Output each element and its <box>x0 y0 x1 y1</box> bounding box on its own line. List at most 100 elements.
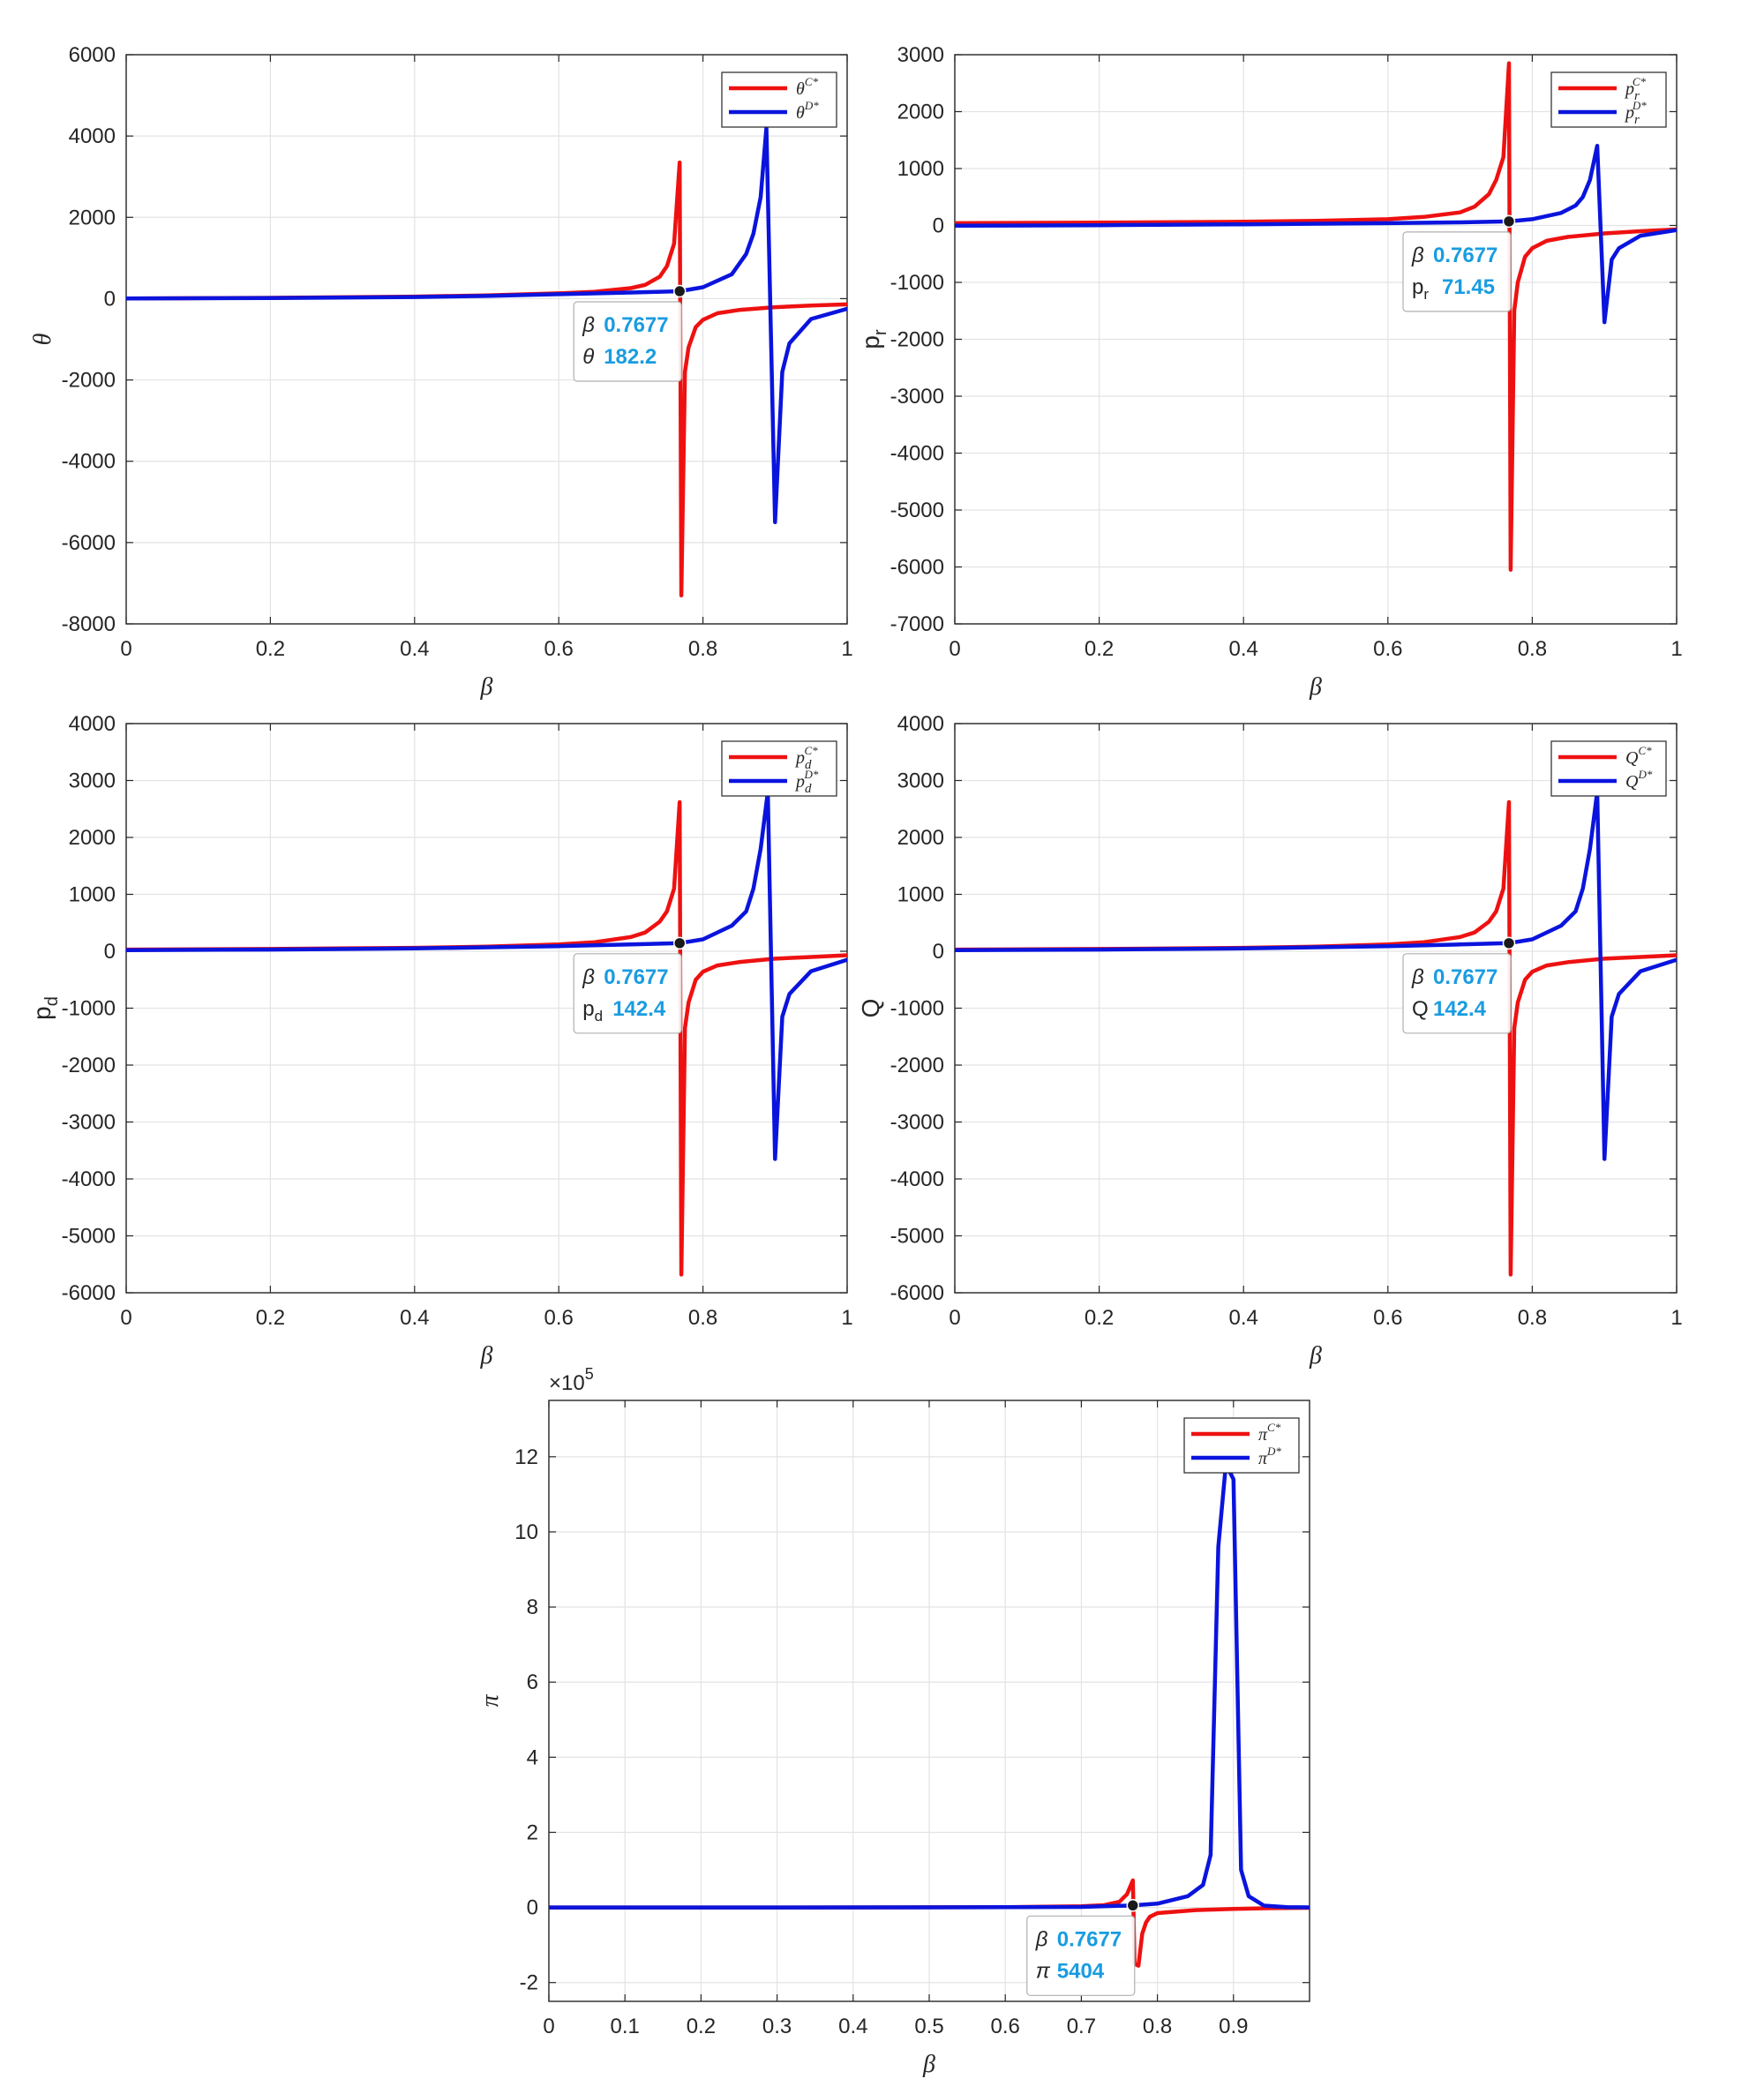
series-line-D <box>955 143 1677 325</box>
datatip-y-value: 71.45 <box>1442 275 1495 299</box>
axes-frame <box>125 54 848 625</box>
y-tick-label: -4000 <box>890 442 944 466</box>
axes-frame <box>954 54 1678 625</box>
chart-3: 0 0.2 0.4 0.6 0.8 1 -6000 -5000 -4000 -3000 -2000 -… <box>28 712 853 1370</box>
chart-5: 0 0.1 0.2 0.3 0.4 0.5 0.6 0.7 0.8 0.9-2024681012×… <box>477 1365 1310 2078</box>
y-tick-label: -2000 <box>890 328 944 352</box>
y-tick-label: -4000 <box>890 1167 944 1191</box>
y-tick-label: -2000 <box>890 1054 944 1077</box>
y-tick-label: 2000 <box>69 206 116 229</box>
datatip-y-label: π <box>1036 1959 1051 1983</box>
chart-1: 0 0.2 0.4 0.6 0.8 1 -8000 -6000 -4000 -2000 0 2000 4… <box>29 43 853 701</box>
y-tick-label: -3000 <box>890 1111 944 1135</box>
y-tick-label: -3000 <box>62 1111 116 1135</box>
y-tick-label: 0 <box>104 287 116 311</box>
y-tick-label: -2000 <box>62 369 116 393</box>
y-tick-label: -8000 <box>62 612 116 636</box>
x-tick-label: 0.8 <box>1143 2015 1172 2038</box>
y-axis-label: π <box>477 1694 504 1707</box>
y-tick-label: -7000 <box>890 612 944 636</box>
datatip-x-label: β <box>582 313 595 337</box>
x-tick-label: 0.4 <box>400 1306 429 1330</box>
y-tick-label: 6 <box>527 1670 538 1694</box>
y-tick-label: 8 <box>527 1595 538 1619</box>
datatip-box <box>573 953 682 1034</box>
x-axis-label: β <box>1309 1342 1322 1370</box>
x-tick-label: 0.8 <box>688 1306 717 1330</box>
datatip-y-value: 182.2 <box>604 345 657 369</box>
x-tick-label: 0.8 <box>1518 1306 1547 1330</box>
x-tick-label: 1 <box>1670 1306 1682 1330</box>
y-axis-label: θ <box>29 333 56 345</box>
datatip-y-value: 5404 <box>1057 1959 1105 1983</box>
series-line-D <box>126 125 847 525</box>
y-tick-label: 1000 <box>897 883 944 907</box>
x-tick-label: 0.6 <box>544 1306 574 1330</box>
x-tick-label: 0.8 <box>1518 637 1547 661</box>
y-tick-label: 3000 <box>897 769 944 793</box>
series-line-D <box>955 790 1677 1161</box>
y-tick-label: 2000 <box>897 826 944 850</box>
x-tick-label: 0.2 <box>256 637 285 661</box>
y-tick-label: 6000 <box>69 43 116 67</box>
y-tick-label: 0 <box>104 940 116 964</box>
x-tick-label: 0 <box>949 1306 960 1330</box>
plot-area <box>126 55 847 624</box>
y-tick-label: 4000 <box>69 124 116 148</box>
legend-box <box>1183 1417 1300 1474</box>
datatip-y-label: θ <box>582 345 594 369</box>
x-tick-label: 0.2 <box>1085 637 1114 661</box>
y-tick-label: 0 <box>933 940 944 964</box>
y-tick-label: -4000 <box>62 450 116 474</box>
datatip-marker[interactable] <box>1502 214 1516 229</box>
y-tick-label: -5000 <box>62 1225 116 1249</box>
y-tick-label: 2000 <box>69 826 116 850</box>
y-tick-label: -6000 <box>890 1281 944 1305</box>
y-axis-label: pd <box>28 996 62 1020</box>
series-line-D <box>126 790 847 1161</box>
axes-frame <box>125 723 848 1294</box>
y-tick-label: -6000 <box>890 556 944 580</box>
chart-2: 0 0.2 0.4 0.6 0.8 1 -7000 -6000 -5000 -4000 -3000 -… <box>857 43 1683 701</box>
y-tick-label: -1000 <box>890 997 944 1021</box>
y-tick-label: -2000 <box>62 1054 116 1077</box>
x-tick-label: 0.6 <box>991 2015 1020 2038</box>
y-tick-label: 2 <box>527 1820 538 1844</box>
x-tick-label: 0.2 <box>1085 1306 1114 1330</box>
series-line-C <box>955 61 1677 572</box>
x-axis-label: β <box>1309 673 1322 701</box>
x-tick-label: 1 <box>1670 637 1682 661</box>
datatip-y-value: 142.4 <box>1433 997 1487 1021</box>
x-tick-label: 0 <box>120 637 131 661</box>
datatip-x-value: 0.7677 <box>604 965 668 989</box>
x-tick-label: 0.6 <box>544 637 574 661</box>
x-tick-label: 0 <box>543 2015 554 2038</box>
datatip-marker[interactable] <box>1502 936 1516 950</box>
y-tick-label: -6000 <box>62 1281 116 1305</box>
datatip-box <box>1026 1915 1136 1996</box>
x-tick-label: 0.4 <box>1229 637 1258 661</box>
datatip-marker[interactable] <box>672 936 687 950</box>
x-tick-label: 0.7 <box>1067 2015 1096 2038</box>
x-tick-label: 0.9 <box>1219 2015 1248 2038</box>
x-axis-label: β <box>480 673 493 701</box>
datatip-box <box>1402 953 1512 1034</box>
datatip-marker[interactable] <box>1126 1899 1140 1912</box>
datatip-x-label: β <box>1411 244 1424 267</box>
datatip-marker[interactable] <box>672 284 687 298</box>
chart-4: 0 0.2 0.4 0.6 0.8 1 -6000 -5000 -4000 -3000 -2000 -… <box>857 712 1683 1370</box>
x-tick-label: 0.1 <box>611 2015 640 2038</box>
y-axis-label: pr <box>857 329 890 349</box>
x-axis-label: β <box>922 2051 935 2078</box>
x-tick-label: 0.4 <box>838 2015 867 2038</box>
x-tick-label: 0.2 <box>687 2015 716 2038</box>
x-tick-label: 0.4 <box>400 637 429 661</box>
y-tick-label: 4000 <box>69 712 116 736</box>
x-tick-label: 1 <box>841 1306 852 1330</box>
y-axis-label: Q <box>857 999 884 1018</box>
legend-box <box>1550 740 1667 797</box>
y-tick-label: 3000 <box>69 769 116 793</box>
x-tick-label: 0.3 <box>762 2015 792 2038</box>
datatip-y-label: Q <box>1412 997 1429 1021</box>
